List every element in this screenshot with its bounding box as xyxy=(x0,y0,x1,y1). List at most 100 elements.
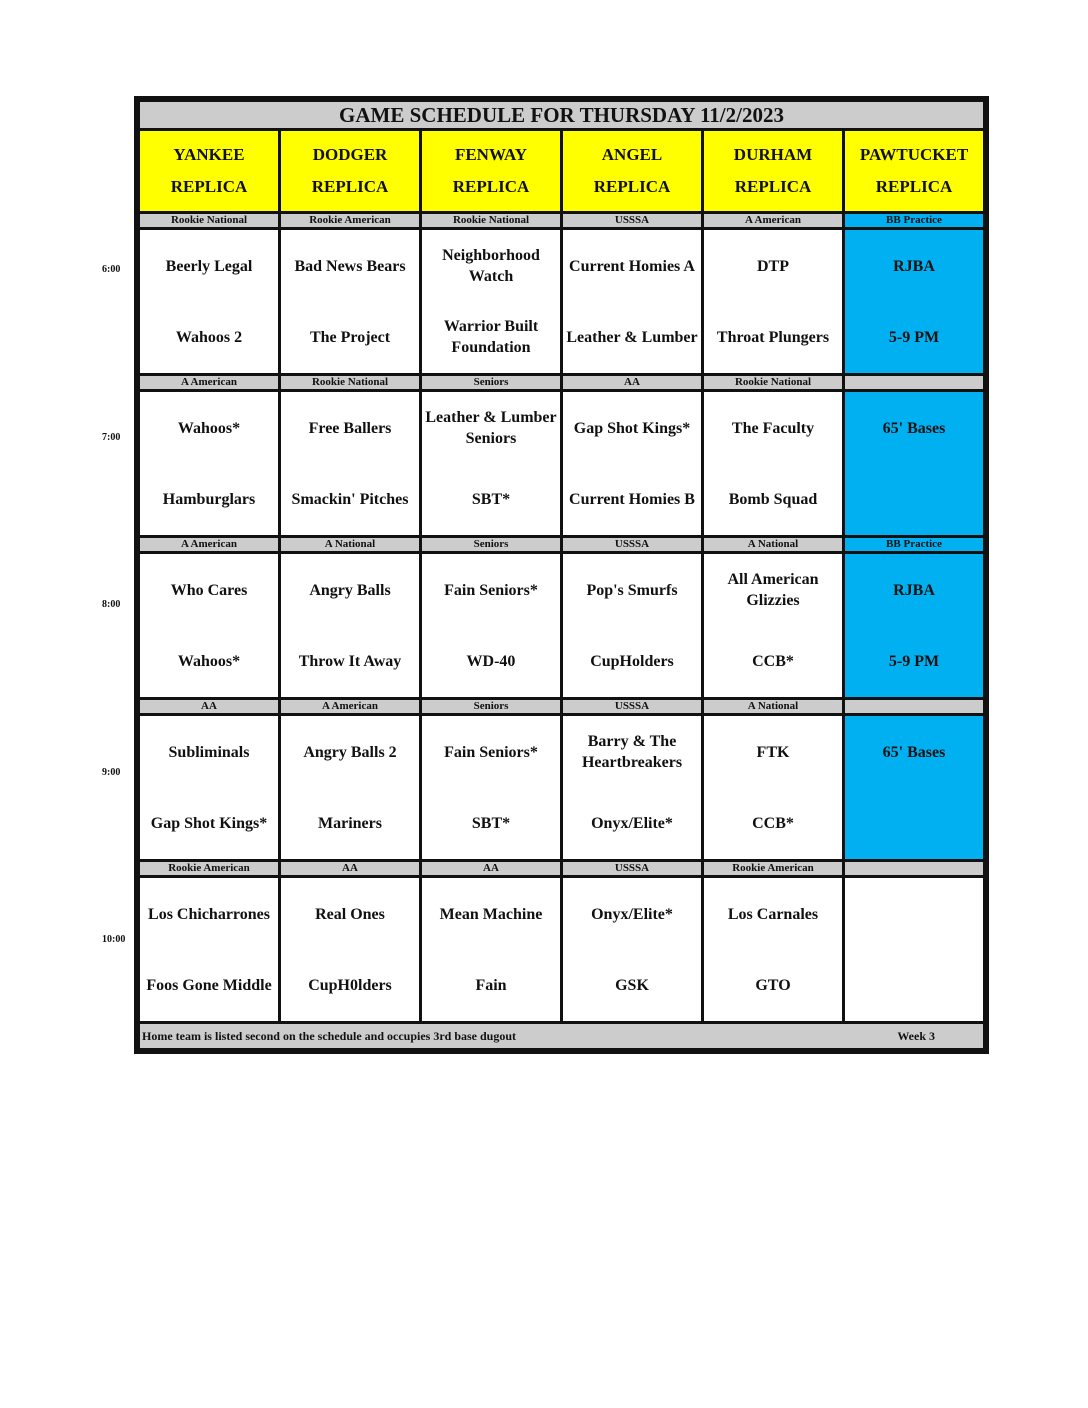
home-team: Leather & Lumber xyxy=(566,328,698,346)
division-label: A American xyxy=(701,211,845,230)
away-team: Los Chicharrones xyxy=(148,905,270,923)
game-cell: Gap Shot Kings* Current Homies B xyxy=(560,389,704,538)
game-cell: Los Chicharrones Foos Gone Middle xyxy=(137,875,281,1024)
game-cell: The Faculty Bomb Squad xyxy=(701,389,845,538)
home-team: Mariners xyxy=(318,814,382,832)
time-label: 7:00 xyxy=(102,431,121,443)
division-label: Seniors xyxy=(419,697,563,716)
division-label: BB Practice xyxy=(842,535,986,554)
field-type: REPLICA xyxy=(170,177,248,196)
away-team: Fain Seniors* xyxy=(444,581,538,599)
away-team: Wahoos* xyxy=(177,419,241,437)
game-cell: RJBA 5-9 PM xyxy=(842,551,986,700)
division-label: Seniors xyxy=(419,373,563,392)
time-label: 6:00 xyxy=(102,264,121,275)
division-label: A National xyxy=(278,535,422,554)
game-cell: Bad News Bears The Project xyxy=(278,227,422,376)
game-cell: Fain Seniors* WD-40 xyxy=(419,551,563,700)
game-cell xyxy=(842,875,986,1024)
time-label: 8:00 xyxy=(102,599,121,610)
away-team xyxy=(845,879,983,950)
footer: Week 3 Home team is listed second on the … xyxy=(137,1021,986,1051)
field-header: ANGEL REPLICA xyxy=(560,128,704,214)
home-team: Bomb Squad xyxy=(728,490,818,508)
home-team xyxy=(845,788,983,859)
away-team: Angry Balls 2 xyxy=(303,743,397,761)
home-team: CCB* xyxy=(752,814,794,832)
game-cell: Neighborhood Watch Warrior Built Foundati… xyxy=(419,227,563,376)
home-team: SBT* xyxy=(471,490,511,508)
division-label: AA xyxy=(278,859,422,878)
away-team: Beerly Legal xyxy=(165,257,253,275)
home-team: 5-9 PM xyxy=(888,652,940,670)
division-label: Rookie National xyxy=(137,211,281,230)
field-type: REPLICA xyxy=(734,177,812,196)
away-team: Barry & The Heartbreakers xyxy=(581,733,683,771)
away-team: Angry Balls xyxy=(309,581,391,599)
game-cell: Leather & Lumber Seniors SBT* xyxy=(419,389,563,538)
game-cell: Los Carnales GTO xyxy=(701,875,845,1024)
game-cell: 65' Bases xyxy=(842,389,986,538)
division-label xyxy=(842,697,986,716)
division-label: USSSA xyxy=(560,211,704,230)
division-label: Rookie American xyxy=(137,859,281,878)
division-label: USSSA xyxy=(560,697,704,716)
division-label: Rookie American xyxy=(278,211,422,230)
game-cell: Free Ballers Smackin' Pitches xyxy=(278,389,422,538)
game-cell: Beerly Legal Wahoos 2 xyxy=(137,227,281,376)
field-name: DURHAM xyxy=(733,145,813,164)
home-team: Gap Shot Kings* xyxy=(150,814,268,832)
game-cell: Subliminals Gap Shot Kings* xyxy=(137,713,281,862)
game-cell: FTK CCB* xyxy=(701,713,845,862)
game-cell: Real Ones CupH0lders xyxy=(278,875,422,1024)
away-team: Leather & Lumber Seniors xyxy=(425,409,557,447)
away-team: Onyx/Elite* xyxy=(591,905,673,923)
division-label: USSSA xyxy=(560,859,704,878)
home-team: Wahoos 2 xyxy=(175,328,243,346)
division-label: Rookie National xyxy=(419,211,563,230)
home-team: Warrior Built Foundation xyxy=(443,318,539,356)
away-team: Mean Machine xyxy=(439,905,543,923)
division-label: Rookie National xyxy=(701,373,845,392)
away-team: Gap Shot Kings* xyxy=(573,419,691,437)
schedule-table: GAME SCHEDULE FOR THURSDAY 11/2/2023 YAN… xyxy=(134,96,989,1054)
home-team: CupHolders xyxy=(590,652,674,670)
division-label: A American xyxy=(137,535,281,554)
home-team xyxy=(845,950,983,1021)
game-cell: All American Glizzies CCB* xyxy=(701,551,845,700)
away-team: Free Ballers xyxy=(308,419,392,437)
division-label: A American xyxy=(137,373,281,392)
division-label: USSSA xyxy=(560,535,704,554)
home-team: Throw It Away xyxy=(298,652,402,670)
game-cell: Barry & The Heartbreakers Onyx/Elite* xyxy=(560,713,704,862)
game-cell: DTP Throat Plungers xyxy=(701,227,845,376)
field-type: REPLICA xyxy=(875,177,953,196)
field-name: YANKEE xyxy=(173,145,245,164)
away-team: Who Cares xyxy=(170,581,248,599)
away-team: Pop's Smurfs xyxy=(586,581,678,599)
division-label: A National xyxy=(701,535,845,554)
home-team: SBT* xyxy=(471,814,511,832)
away-team: FTK xyxy=(756,743,790,761)
division-label: AA xyxy=(560,373,704,392)
game-cell: RJBA 5-9 PM xyxy=(842,227,986,376)
division-label: Rookie National xyxy=(278,373,422,392)
home-team: GTO xyxy=(755,976,791,994)
field-header: DURHAM REPLICA xyxy=(701,128,845,214)
game-cell: Wahoos* Hamburglars xyxy=(137,389,281,538)
division-label: AA xyxy=(419,859,563,878)
home-team: Foos Gone Middle xyxy=(146,976,272,994)
division-label: A National xyxy=(701,697,845,716)
division-label: BB Practice xyxy=(842,211,986,230)
away-team: DTP xyxy=(757,257,789,275)
footer-note: Home team is listed second on the schedu… xyxy=(142,1028,517,1043)
away-team: Subliminals xyxy=(168,743,250,761)
game-cell: Pop's Smurfs CupHolders xyxy=(560,551,704,700)
home-team: Smackin' Pitches xyxy=(291,490,409,508)
division-label: Rookie American xyxy=(701,859,845,878)
field-header: YANKEE REPLICA xyxy=(137,128,281,214)
field-header: FENWAY REPLICA xyxy=(419,128,563,214)
home-team: Throat Plungers xyxy=(716,328,830,346)
field-type: REPLICA xyxy=(593,177,671,196)
field-name: DODGER xyxy=(312,145,388,164)
